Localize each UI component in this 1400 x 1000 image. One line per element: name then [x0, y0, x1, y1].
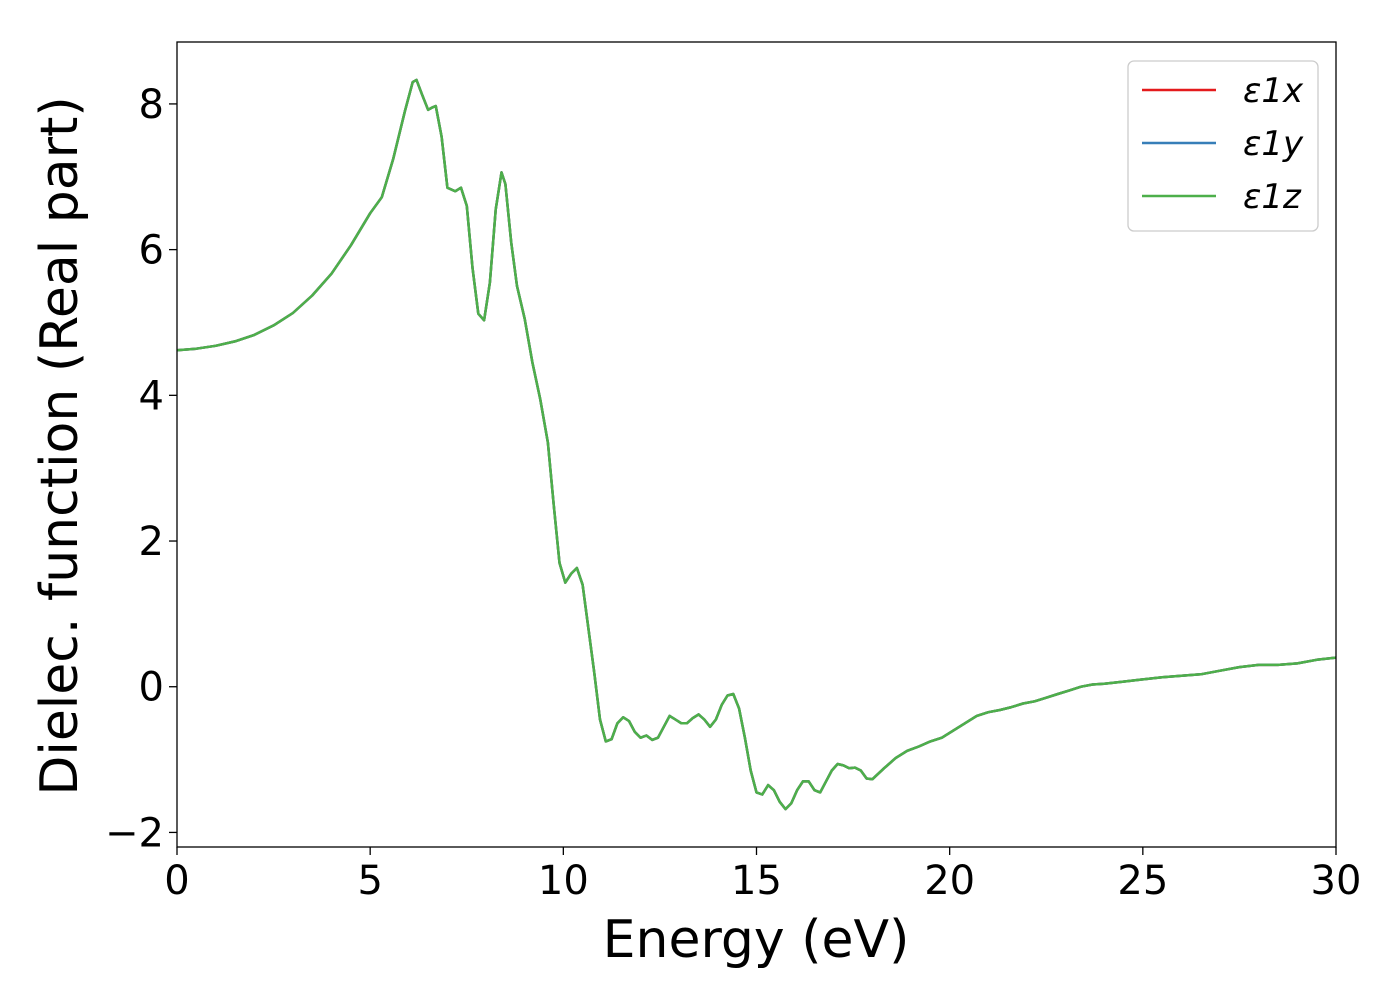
y-axis-ticks: −2 0 2 4 6 8 [105, 82, 177, 856]
legend-label-e1x: ε1x [1243, 71, 1304, 111]
x-tick-label: 15 [731, 858, 782, 904]
y-tick-label: 0 [139, 665, 164, 711]
y-axis-label: Dielec. function (Real part) [30, 96, 90, 795]
legend-box [1127, 60, 1319, 232]
y-tick-label: 2 [139, 519, 164, 565]
y-tick-label: 8 [139, 82, 164, 128]
y-tick-label: 4 [139, 373, 164, 419]
x-axis-ticks: 0 5 10 15 20 25 30 [164, 847, 1361, 904]
legend: ε1x ε1y ε1z [1127, 60, 1319, 232]
series-line-e1z [176, 78, 1337, 811]
x-tick-label: 0 [164, 858, 189, 904]
y-tick-label: −2 [105, 810, 164, 856]
x-tick-label: 30 [1311, 858, 1362, 904]
x-axis-label: Energy (eV) [603, 910, 910, 970]
x-tick-label: 25 [1117, 858, 1168, 904]
legend-label-e1y: ε1y [1243, 124, 1304, 164]
y-tick-label: 6 [139, 228, 164, 274]
legend-label-e1z: ε1z [1243, 177, 1302, 217]
series-layer [176, 78, 1337, 811]
x-tick-label: 20 [924, 858, 975, 904]
x-tick-label: 5 [357, 858, 382, 904]
x-tick-label: 10 [538, 858, 589, 904]
